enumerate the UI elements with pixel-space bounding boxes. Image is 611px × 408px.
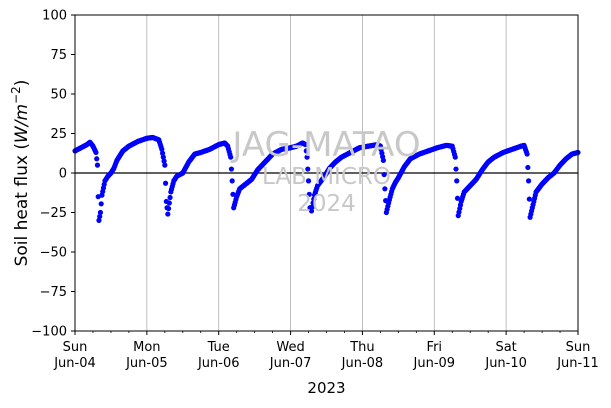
x-tick-label-day: Fri [427,340,443,355]
data-point [309,204,315,210]
data-point [303,148,309,154]
data-point [454,178,460,184]
data-point [306,191,312,197]
x-tick-label-day: Sun [566,340,591,355]
data-point [94,162,101,168]
y-tick-label: 50 [50,88,67,103]
y-axis: −100 −75 −50 −25 0 25 50 75 100 [31,9,75,340]
data-point [524,151,530,157]
watermark-line-2: LAB MICRO [262,164,391,190]
y-axis-label-prefix: Soil heat flux ( [12,143,32,266]
data-point [525,164,531,171]
y-tick-label: −25 [40,206,67,221]
x-tick-label-day: Sun [63,340,88,355]
y-tick-label: 25 [50,127,67,142]
x-tick-label-day: Wed [276,340,304,355]
data-point [230,191,236,197]
x-tick-label-day: Thu [349,340,374,355]
watermark-line-1: JAG-MATAO [230,125,420,165]
data-point [160,154,166,160]
data-point [165,205,172,212]
data-point [228,154,234,160]
x-tick-label-day: Tue [207,340,230,355]
data-point [93,149,99,156]
x-tick-label-day: Sat [495,340,516,355]
data-point [166,200,172,206]
data-point [305,166,311,172]
data-point [305,178,312,184]
y-tick-label: 75 [50,48,67,63]
x-axis: SunJun-04MonJun-05TueJun-06WedJun-07ThuJ… [53,331,599,371]
x-tick-label-date: Jun-07 [269,356,312,371]
data-point [229,178,235,184]
x-tick-label-date: Jun-10 [484,356,527,371]
y-tick-label: 0 [59,167,67,182]
watermark-line-3: 2024 [297,191,356,217]
data-point [308,208,315,214]
data-point [454,195,461,201]
x-tick-label-date: Jun-09 [413,356,456,371]
data-point [167,194,173,201]
data-point [159,150,166,156]
data-point [97,209,104,216]
y-tick-label: −75 [40,285,67,300]
data-point [304,154,310,160]
x-tick-label-date: Jun-05 [125,356,168,371]
data-point [380,157,386,163]
data-point [526,196,532,202]
data-point [162,180,169,186]
watermark: JAG-MATAO LAB MICRO 2024 [230,125,420,217]
data-point [381,171,387,178]
x-axis-label: 2023 [307,379,345,397]
y-tick-label: 100 [42,9,67,24]
data-point [310,200,316,206]
data-markers [72,134,581,223]
data-point [311,196,317,202]
data-point [452,154,458,160]
y-axis-label-suffix: ) [12,80,32,87]
data-point [94,156,100,162]
y-axis-label-unit: W/m [12,104,32,143]
x-tick-label-date: Jun-11 [556,356,599,371]
data-point [302,141,309,148]
data-point [162,162,168,168]
data-point [228,166,235,172]
data-point [96,217,102,223]
y-axis-label: Soil heat flux (W/m−2) [9,80,32,267]
data-point [98,201,104,207]
data-point [159,146,165,152]
data-point [382,186,388,192]
x-tick-label-date: Jun-04 [53,356,96,371]
data-point [97,213,103,220]
x-tick-label-date: Jun-06 [197,356,240,371]
data-point [161,158,167,164]
x-tick-label-date: Jun-08 [341,356,384,371]
data-point [526,178,532,184]
data-point [453,166,459,172]
y-tick-label: −100 [31,325,67,340]
y-axis-label-exponent: −2 [9,86,23,104]
y-tick-label: −50 [40,246,67,261]
x-tick-label-day: Mon [133,340,160,355]
data-point [165,211,171,217]
